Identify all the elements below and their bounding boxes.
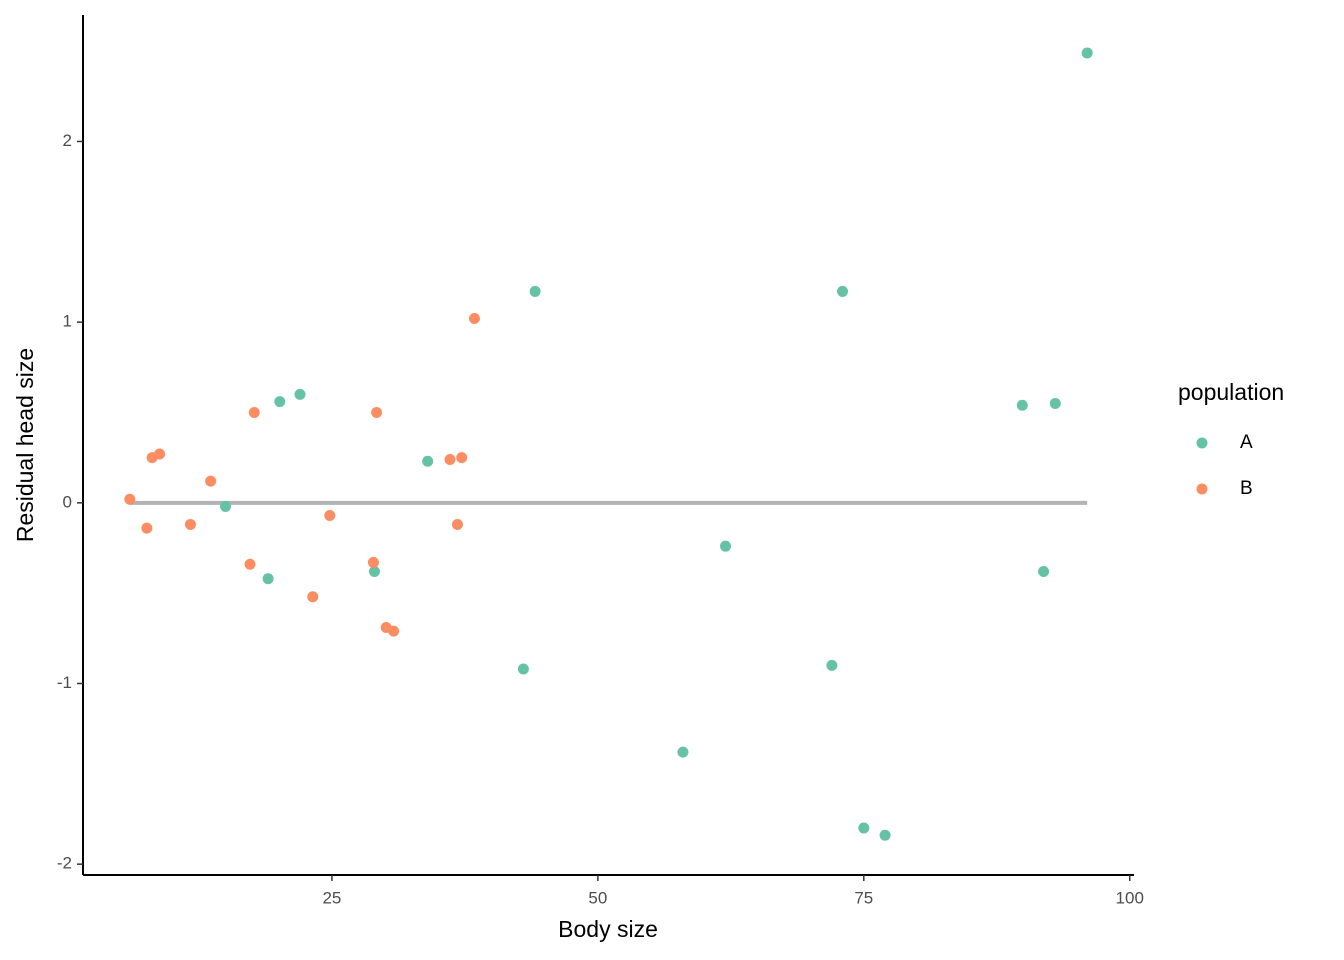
y-tick-label: -1 — [57, 673, 72, 692]
x-tick-label: 50 — [588, 888, 607, 907]
point — [248, 406, 260, 418]
point — [858, 822, 870, 834]
point — [826, 659, 838, 671]
point — [184, 518, 196, 530]
y-tick-label: 0 — [63, 492, 72, 511]
point — [294, 388, 306, 400]
point — [274, 396, 286, 408]
x-tick-label: 25 — [322, 888, 341, 907]
point — [141, 522, 153, 534]
point — [677, 746, 689, 758]
point — [1038, 565, 1050, 577]
legend-marker — [1196, 483, 1208, 495]
point — [1016, 399, 1028, 411]
legend-label: B — [1240, 478, 1253, 499]
point — [367, 556, 379, 568]
legend-label: A — [1240, 432, 1253, 453]
point — [1081, 47, 1093, 59]
point — [368, 565, 380, 577]
point — [205, 475, 217, 487]
point — [451, 518, 463, 530]
legend-title: population — [1178, 379, 1284, 405]
y-tick-label: 2 — [63, 131, 72, 150]
point — [422, 455, 434, 467]
point — [1049, 397, 1061, 409]
point — [517, 663, 529, 675]
point — [879, 829, 891, 841]
point — [324, 509, 336, 521]
point — [154, 448, 166, 460]
point — [837, 285, 849, 297]
x-tick-label: 75 — [854, 888, 873, 907]
point — [371, 406, 383, 418]
point — [220, 500, 232, 512]
point — [529, 285, 541, 297]
x-tick-label: 100 — [1116, 888, 1144, 907]
point — [720, 540, 732, 552]
y-axis-title: Residual head size — [12, 348, 38, 542]
point — [307, 591, 319, 603]
point — [244, 558, 256, 570]
point — [468, 313, 480, 325]
point — [388, 625, 400, 637]
point — [456, 452, 468, 464]
point — [124, 493, 136, 505]
legend-marker — [1196, 437, 1208, 449]
point — [444, 453, 456, 465]
y-tick-label: -2 — [57, 854, 72, 873]
point — [262, 573, 274, 585]
x-axis-title: Body size — [558, 916, 658, 942]
y-tick-label: 1 — [63, 312, 72, 331]
